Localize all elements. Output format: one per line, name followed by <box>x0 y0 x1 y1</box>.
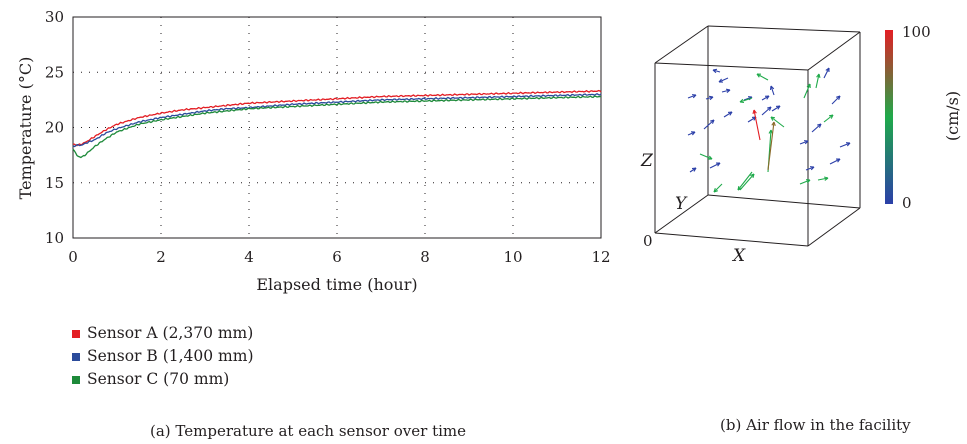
temperature-chart: 0 2 4 6 8 10 12 10 15 20 25 30 Elapsed time (hour)… <box>16 8 611 294</box>
colorbar <box>885 30 893 204</box>
legend-item: Sensor C (70 mm) <box>72 368 254 391</box>
flow-vector <box>761 106 772 116</box>
flow-vector <box>737 171 753 191</box>
flow-vector <box>709 162 721 169</box>
flow-vector <box>770 116 785 128</box>
flow-vector <box>721 88 731 93</box>
flow-vector <box>752 109 761 141</box>
flow-vector <box>703 119 715 130</box>
y-tick-label: 15 <box>45 174 64 192</box>
series-line <box>72 92 602 148</box>
z-axis-label: Z <box>640 151 654 171</box>
flow-vector <box>815 73 821 89</box>
flow-vector <box>747 116 757 123</box>
flow-vector <box>769 85 775 96</box>
flow-vector <box>689 167 697 173</box>
y-tick-label: 20 <box>45 119 64 137</box>
x-tick-label: 4 <box>244 248 254 266</box>
flow-vector <box>705 95 714 101</box>
x-tick-label: 8 <box>420 248 430 266</box>
series-lines <box>72 89 602 159</box>
colorbar-unit-label: (cm/s) <box>943 91 962 141</box>
flow-vectors <box>687 67 851 193</box>
flow-vector <box>713 183 723 193</box>
series-line <box>72 89 602 147</box>
y-ticks: 10 15 20 25 30 <box>45 8 64 247</box>
flow-vector <box>739 173 755 191</box>
flow-vector <box>799 140 809 145</box>
legend-swatch <box>72 375 80 384</box>
flow-vector <box>803 83 811 99</box>
flow-vector <box>687 94 697 99</box>
flow-vector <box>699 153 713 160</box>
origin-label: 0 <box>643 232 653 250</box>
flow-vector <box>817 176 829 181</box>
legend: Sensor A (2,370 mm) Sensor B (1,400 mm) … <box>72 322 254 391</box>
flow-vector <box>718 77 729 83</box>
flow-vector <box>761 95 770 101</box>
flow-vector <box>805 166 815 171</box>
y-tick-label: 25 <box>45 63 64 81</box>
airflow-cube: Z Y X 0 100 0 (cm/s) <box>640 23 962 266</box>
flow-vector <box>823 114 834 123</box>
x-tick-label: 10 <box>503 248 522 266</box>
flow-vector <box>831 95 841 105</box>
x-tick-label: 6 <box>332 248 342 266</box>
flow-vector <box>771 105 781 112</box>
x-axis-label-3d: X <box>731 246 746 266</box>
legend-label: Sensor A (2,370 mm) <box>87 324 254 342</box>
flow-vector <box>799 179 811 185</box>
x-ticks: 0 2 4 6 8 10 12 <box>68 248 610 266</box>
series-line <box>72 95 601 159</box>
flow-vector <box>739 97 753 104</box>
x-tick-label: 12 <box>591 248 610 266</box>
colorbar-max-label: 100 <box>902 23 931 41</box>
flow-vector <box>811 123 822 133</box>
flow-vector <box>829 158 841 165</box>
flow-vector <box>823 67 830 79</box>
flow-vector <box>723 111 733 118</box>
caption-a: (a) Temperature at each sensor over time <box>150 422 466 440</box>
y-tick-label: 30 <box>45 8 64 26</box>
flow-vector <box>756 73 769 81</box>
y-axis-label-3d: Y <box>675 194 688 214</box>
legend-label: Sensor C (70 mm) <box>87 370 230 388</box>
grid <box>73 17 601 238</box>
flow-vector <box>712 68 721 74</box>
colorbar-min-label: 0 <box>902 194 912 212</box>
cube-front-edges <box>654 31 861 247</box>
x-tick-label: 2 <box>156 248 166 266</box>
x-axis-label: Elapsed time (hour) <box>256 275 417 294</box>
flow-vector <box>767 121 776 171</box>
legend-item: Sensor B (1,400 mm) <box>72 345 254 368</box>
flow-vector <box>687 131 696 136</box>
legend-label: Sensor B (1,400 mm) <box>87 347 254 365</box>
y-axis-label: Temperature (°C) <box>16 57 35 200</box>
legend-swatch <box>72 329 80 338</box>
legend-item: Sensor A (2,370 mm) <box>72 322 254 345</box>
legend-swatch <box>72 352 80 361</box>
x-tick-label: 0 <box>68 248 78 266</box>
y-tick-label: 10 <box>45 229 64 247</box>
caption-b: (b) Air flow in the facility <box>720 416 911 434</box>
cube-back-edges <box>654 25 861 234</box>
flow-vector <box>839 142 851 148</box>
